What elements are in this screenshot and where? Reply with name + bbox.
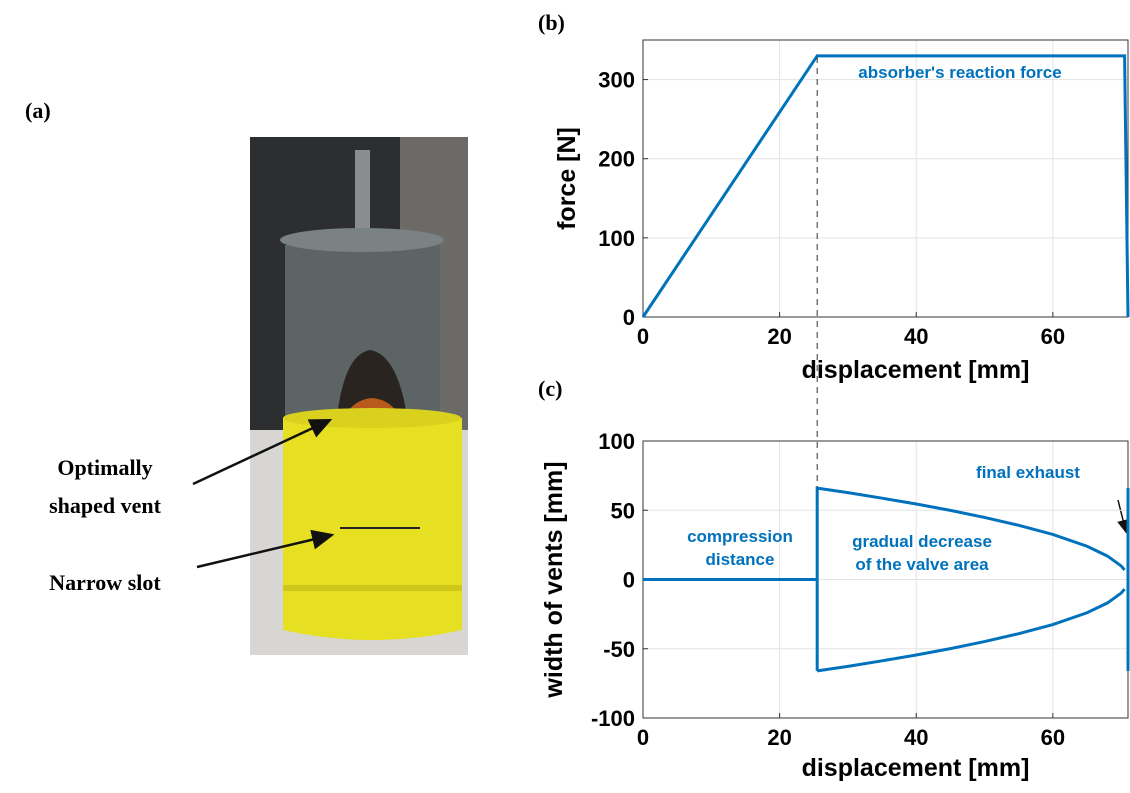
arrow — [1117, 499, 1129, 534]
annotation: gradual decrease — [852, 532, 992, 551]
panel-label: (b) — [538, 10, 565, 35]
panel-label: (a) — [25, 98, 51, 123]
photo-annotation: shaped vent — [49, 493, 162, 518]
y-tick-label: 100 — [598, 429, 635, 454]
y-tick-label: 50 — [611, 498, 635, 523]
annotation: distance — [706, 550, 775, 569]
y-axis-label: force [N] — [553, 127, 581, 230]
arrow — [196, 529, 335, 569]
x-axis-label: displacement [mm] — [802, 356, 1030, 384]
x-tick-label: 0 — [637, 324, 649, 349]
x-tick-label: 40 — [904, 324, 928, 349]
y-tick-label: 300 — [598, 68, 635, 93]
x-tick-label: 20 — [767, 725, 791, 750]
y-axis-label: width of vents [mm] — [540, 461, 568, 698]
y-tick-label: 200 — [598, 147, 635, 172]
x-tick-label: 60 — [1041, 324, 1065, 349]
axes-box — [642, 39, 1129, 318]
y-tick-label: 100 — [598, 226, 635, 251]
panel-label: (c) — [538, 376, 562, 401]
photo-annotation: Optimally — [57, 455, 152, 480]
annotation: absorber's reaction force — [858, 63, 1061, 82]
x-tick-label: 0 — [637, 725, 649, 750]
arrow — [192, 418, 333, 486]
x-tick-label: 40 — [904, 725, 928, 750]
x-tick-label: 60 — [1041, 725, 1065, 750]
photo-annotation: Narrow slot — [49, 570, 161, 595]
photo — [250, 137, 468, 655]
x-tick-label: 20 — [767, 324, 791, 349]
annotation: compression — [687, 527, 793, 546]
y-tick-label: -100 — [591, 706, 635, 731]
y-tick-label: 0 — [623, 568, 635, 593]
y-tick-label: -50 — [603, 637, 635, 662]
annotation: of the valve area — [855, 555, 989, 574]
data-line — [643, 486, 1126, 671]
x-axis-label: displacement [mm] — [802, 754, 1030, 782]
data-line — [641, 54, 1130, 318]
annotation: final exhaust — [976, 463, 1080, 482]
y-tick-label: 0 — [623, 305, 635, 330]
data-line — [816, 588, 1126, 673]
